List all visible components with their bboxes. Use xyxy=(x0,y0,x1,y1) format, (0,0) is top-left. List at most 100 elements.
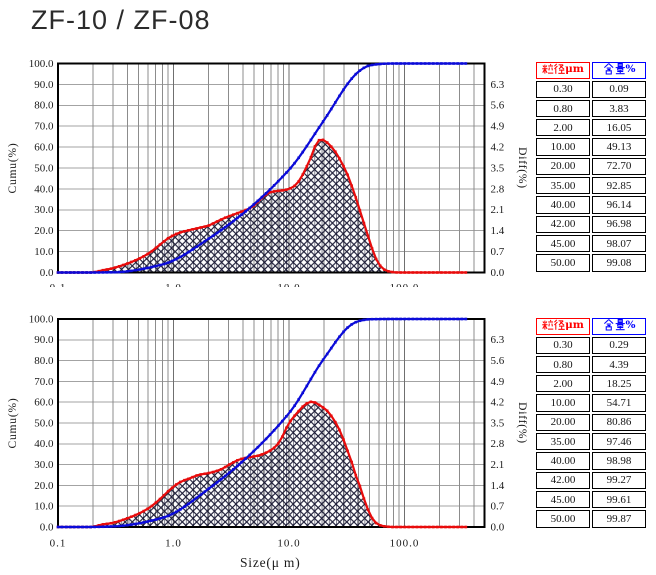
y-left-tick: 10.0 xyxy=(34,501,54,513)
size-value: 35.00 xyxy=(536,177,590,195)
hanzi-含量-icon xyxy=(603,319,625,331)
table-row: 50.00 99.87 xyxy=(536,510,646,528)
table-row: 42.00 99.27 xyxy=(536,471,646,489)
y-left-tick: 100.0 xyxy=(29,313,54,325)
col-header-label: μm xyxy=(542,63,584,75)
table-row: 0.80 4.39 xyxy=(536,355,646,374)
content-value: 96.14 xyxy=(592,196,646,214)
col-header-unit: μm xyxy=(565,62,584,75)
size-value: 0.80 xyxy=(536,99,590,118)
col-header-label: μm xyxy=(542,319,584,331)
table-header-row: μm% xyxy=(536,62,646,79)
table-row: 0.30 0.09 xyxy=(536,80,646,98)
psd-chart-top: 0.0 10.0 20.0 30.0 40.0 50.0 60.0 70.0 80.0 90.0 1… xyxy=(7,58,528,287)
differential-fill xyxy=(58,401,466,527)
y-right-tick: 1.4 xyxy=(491,480,505,492)
y-right-tick: 4.9 xyxy=(491,376,505,388)
col-header-unit: % xyxy=(625,318,636,331)
content-value: 54.71 xyxy=(592,394,646,412)
col-header-unit: μm xyxy=(565,318,584,331)
table-row: 10.00 49.13 xyxy=(536,138,646,156)
content-value: 72.70 xyxy=(592,157,646,176)
size-value: 42.00 xyxy=(536,215,590,233)
size-value: 40.00 xyxy=(536,196,590,214)
psd-chart-bottom: 0.0 10.0 20.0 30.0 40.0 50.0 60.0 70.0 80.0 90.0 1… xyxy=(7,313,528,570)
cumulative-curve xyxy=(56,317,468,529)
y-left-axis-title: Cumu(%) xyxy=(7,398,19,449)
size-value: 10.00 xyxy=(536,394,590,412)
col-header-particle-size: μm xyxy=(536,62,590,79)
x-tick: 10.0 xyxy=(277,538,300,550)
y-left-tick: 0.0 xyxy=(40,267,54,279)
y-right-tick: 2.1 xyxy=(491,459,505,471)
content-value: 0.29 xyxy=(592,336,646,354)
content-value: 96.98 xyxy=(592,215,646,233)
x-tick: 0.1 xyxy=(50,282,67,287)
plot-border xyxy=(57,62,486,274)
y-left-tick: 40.0 xyxy=(34,438,54,450)
tick-labels: 0.0 10.0 20.0 30.0 40.0 50.0 60.0 70.0 80.0 90.0 1… xyxy=(29,58,505,287)
y-left-tick: 50.0 xyxy=(34,162,54,174)
y-right-axis-title: Diff(%) xyxy=(516,402,528,444)
col-header-label: % xyxy=(603,318,636,331)
content-value: 18.25 xyxy=(592,375,646,393)
size-value: 10.00 xyxy=(536,138,590,156)
size-value: 20.00 xyxy=(536,157,590,176)
y-left-tick: 20.0 xyxy=(34,225,54,237)
y-right-tick: 2.8 xyxy=(491,438,505,450)
size-value: 45.00 xyxy=(536,234,590,253)
size-value: 40.00 xyxy=(536,452,590,470)
size-value: 35.00 xyxy=(536,433,590,451)
content-value: 3.83 xyxy=(592,99,646,118)
size-value: 2.00 xyxy=(536,375,590,393)
col-header-particle-size: μm xyxy=(536,318,590,335)
differential-fill xyxy=(58,139,466,273)
table-row: 20.00 72.70 xyxy=(536,157,646,176)
x-tick: 0.1 xyxy=(50,538,67,550)
table-row: 35.00 97.46 xyxy=(536,433,646,451)
content-value: 4.39 xyxy=(592,355,646,374)
cumulative-curve xyxy=(56,62,468,274)
content-value: 92.85 xyxy=(592,177,646,195)
result-table-bottom: μm% 0.30 0.29 0.80 4.39 2.00 18.25 10.00 54.71 20… xyxy=(534,316,648,530)
content-value: 80.86 xyxy=(592,413,646,432)
y-left-tick: 90.0 xyxy=(34,334,54,346)
y-left-tick: 70.0 xyxy=(34,121,54,133)
x-tick: 100.0 xyxy=(390,538,420,550)
table-row: 0.30 0.29 xyxy=(536,336,646,354)
size-value: 0.30 xyxy=(536,80,590,98)
col-header-label: % xyxy=(603,62,636,75)
size-value: 0.30 xyxy=(536,336,590,354)
y-left-tick: 80.0 xyxy=(34,355,54,367)
x-tick: 1.0 xyxy=(165,538,182,550)
y-right-axis-title: Diff(%) xyxy=(516,147,528,189)
y-left-tick: 30.0 xyxy=(34,459,54,471)
table-row: 45.00 98.07 xyxy=(536,234,646,253)
table-row: 2.00 18.25 xyxy=(536,375,646,393)
x-tick: 100.0 xyxy=(390,282,420,287)
col-header-content: % xyxy=(592,62,646,79)
size-value: 50.00 xyxy=(536,510,590,528)
x-tick: 10.0 xyxy=(277,282,300,287)
col-header-content: % xyxy=(592,318,646,335)
y-right-tick: 5.6 xyxy=(491,355,505,367)
table-row: 50.00 99.08 xyxy=(536,254,646,272)
content-value: 99.08 xyxy=(592,254,646,272)
y-right-tick: 3.5 xyxy=(491,417,505,429)
y-right-tick: 0.7 xyxy=(491,246,505,258)
y-left-tick: 90.0 xyxy=(34,79,54,91)
content-value: 99.27 xyxy=(592,471,646,489)
y-left-axis-title: Cumu(%) xyxy=(7,143,19,194)
y-left-tick: 60.0 xyxy=(34,142,54,154)
col-header-unit: % xyxy=(625,62,636,75)
y-left-tick: 50.0 xyxy=(34,417,54,429)
hanzi-粒径-icon xyxy=(542,319,565,330)
x-axis-title: Size(μ m) xyxy=(240,555,301,570)
table-row: 40.00 96.14 xyxy=(536,196,646,214)
hanzi-含量-icon xyxy=(603,63,625,75)
y-right-tick: 2.8 xyxy=(491,183,505,195)
x-tick: 1.0 xyxy=(165,282,182,287)
y-left-tick: 0.0 xyxy=(40,521,54,533)
y-right-tick: 4.9 xyxy=(491,121,505,133)
